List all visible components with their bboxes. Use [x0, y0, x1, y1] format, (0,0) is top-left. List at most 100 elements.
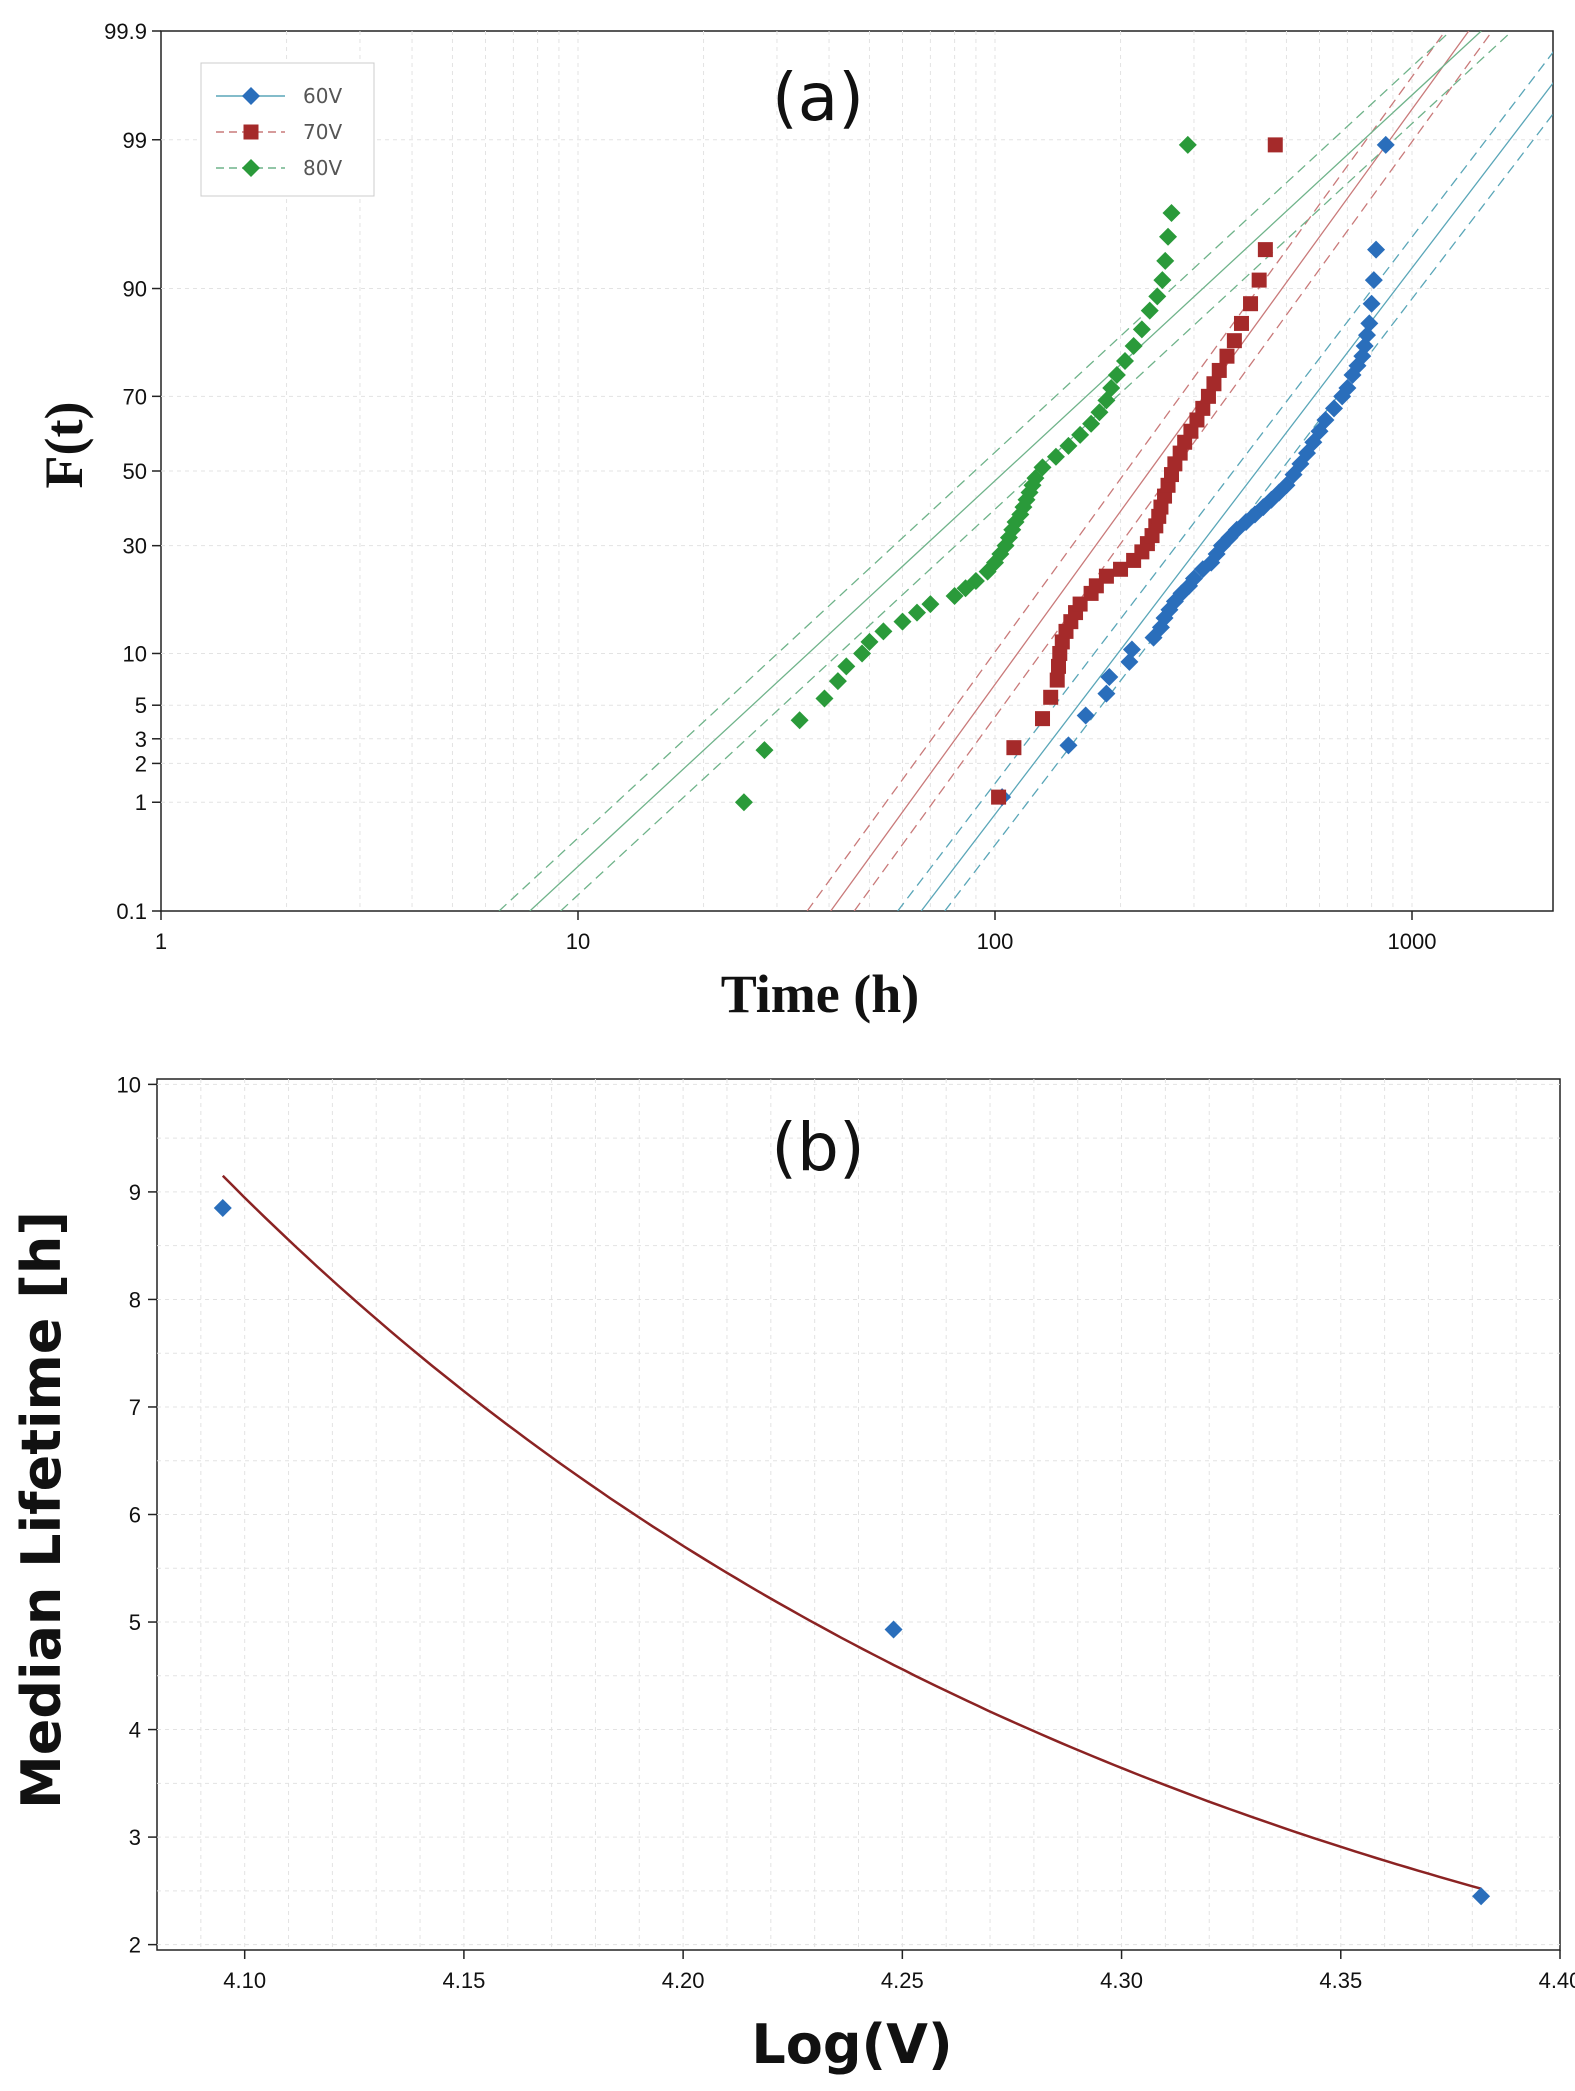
point-80v [893, 612, 912, 631]
legend-marker-70v [243, 124, 259, 140]
point-70v [1206, 376, 1222, 392]
point-80v [1148, 287, 1167, 306]
chart-a-x-ticks: 1 10 100 1000 [155, 911, 1437, 954]
y-tick-label: 1 [135, 790, 147, 815]
point-80v [1033, 458, 1052, 477]
series-60v [993, 135, 1395, 807]
x-tick-label: 4.35 [1319, 1968, 1362, 1993]
point-70v [1200, 388, 1216, 404]
point-80v [1082, 414, 1101, 433]
y-tick-label: 10 [117, 1072, 141, 1097]
point-60v [1362, 294, 1381, 313]
y-tick-label: 9 [129, 1180, 141, 1205]
x-tick-label: 1000 [1388, 929, 1437, 954]
point-median-lifetime [213, 1199, 232, 1218]
legend-label-60v: 60V [303, 84, 342, 108]
point-70v [1006, 740, 1022, 756]
x-tick-label: 4.30 [1100, 1968, 1143, 1993]
y-tick-label: 2 [135, 751, 147, 776]
fit-line-60v-upper [944, 112, 1553, 911]
y-tick-label: 4 [129, 1718, 141, 1743]
chart-b-x-ticks: 4.10 4.15 4.20 4.25 4.30 4.35 4.40 [223, 1950, 1575, 1993]
point-60v [1376, 135, 1395, 154]
x-tick-label: 4.25 [881, 1968, 924, 1993]
x-tick-label: 100 [977, 929, 1014, 954]
point-60v [1097, 684, 1116, 703]
y-tick-label: 99.9 [104, 19, 147, 44]
y-tick-label: 3 [129, 1825, 141, 1850]
point-60v [1367, 240, 1386, 259]
point-60v [1338, 379, 1357, 398]
y-tick-label: 0.1 [116, 899, 147, 924]
y-tick-label: 5 [129, 1610, 141, 1635]
x-tick-label: 10 [566, 929, 590, 954]
point-70v [1049, 672, 1065, 688]
point-70v [1226, 333, 1242, 349]
point-60v [1324, 399, 1343, 418]
point-80v [1071, 425, 1090, 444]
point-80v [1046, 447, 1065, 466]
fit-line-60v-lower [897, 51, 1553, 911]
point-70v [1098, 568, 1114, 584]
point-80v [1124, 337, 1143, 356]
point-80v [907, 603, 926, 622]
point-80v [1153, 271, 1172, 290]
point-80v [1011, 505, 1030, 524]
series-70v [991, 137, 1283, 805]
point-70v [1043, 689, 1059, 705]
point-median-lifetime [1472, 1887, 1491, 1906]
chart-b-y-ticks: 2 3 4 5 6 7 8 9 10 [117, 1072, 157, 1958]
y-tick-label: 70 [123, 384, 147, 409]
legend-marker-60v [242, 87, 260, 105]
x-tick-label: 4.40 [1539, 1968, 1575, 1993]
y-tick-label: 3 [135, 727, 147, 752]
point-70v [1251, 272, 1267, 288]
point-80v [1140, 301, 1159, 320]
point-80v [1159, 227, 1178, 246]
x-tick-label: 4.20 [662, 1968, 705, 1993]
point-70v [1219, 348, 1235, 364]
chart-a-panel-label: (a) [772, 59, 864, 136]
point-80v [945, 586, 964, 605]
chart-b-panel-label: (b) [771, 1109, 864, 1186]
point-80v [1090, 403, 1109, 422]
point-80v [1156, 251, 1175, 270]
point-70v [1243, 296, 1259, 312]
point-60v [1059, 736, 1078, 755]
legend-label-70v: 70V [303, 120, 342, 144]
x-tick-label: 4.15 [442, 1968, 485, 1993]
chart-b-y-axis-title: Median Lifetime [h] [10, 1211, 73, 1809]
fit-line-60v-center [920, 82, 1553, 911]
chart-b-points [213, 1199, 1491, 1906]
point-80v [1178, 135, 1197, 154]
chart-b-x-axis-title: Log(V) [751, 2013, 952, 2076]
y-tick-label: 6 [129, 1503, 141, 1528]
y-tick-label: 7 [129, 1395, 141, 1420]
point-80v [860, 632, 879, 651]
point-70v [1195, 400, 1211, 416]
point-60v [1364, 271, 1383, 290]
point-60v [1358, 326, 1377, 345]
point-70v [1035, 711, 1051, 727]
point-70v [1113, 561, 1129, 577]
point-60v [1100, 667, 1119, 686]
chart-a: 1 10 100 1000 0.1 1 23 5 10 30 50 70 90 99 99.9 (a) T… [34, 19, 1554, 1024]
chart-b: 4.104.154.204.254.304.354.40 2345678910 … [10, 1072, 1575, 2076]
legend-label-80v: 80V [303, 156, 342, 180]
fit-curve-line [221, 1174, 1482, 1890]
chart-b-fit-curve [221, 1174, 1482, 1890]
point-80v [1102, 379, 1121, 398]
fit-line-80v-lower [498, 31, 1451, 911]
point-median-lifetime [884, 1620, 903, 1639]
point-70v [1051, 658, 1067, 674]
point-80v [1132, 320, 1151, 339]
point-80v [1059, 436, 1078, 455]
point-70v [1257, 242, 1273, 258]
y-tick-label: 50 [123, 459, 147, 484]
y-tick-label: 5 [135, 693, 147, 718]
chart-a-y-axis-title: F(t) [34, 402, 94, 489]
point-80v [874, 622, 893, 641]
point-60v [1122, 640, 1141, 659]
point-80v [734, 793, 753, 812]
